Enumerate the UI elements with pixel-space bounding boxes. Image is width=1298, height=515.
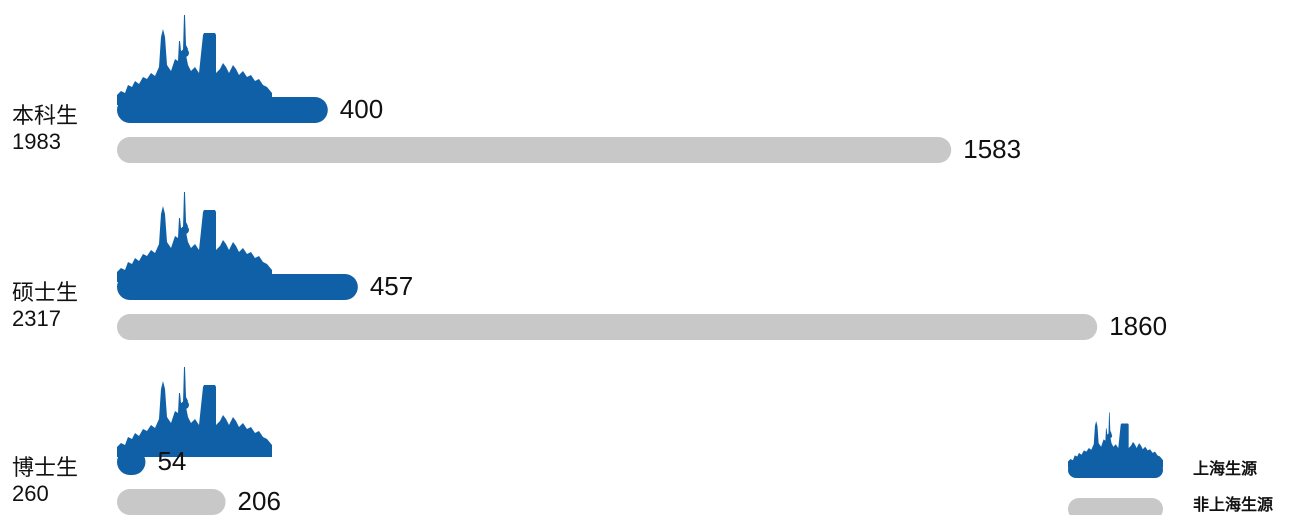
bar [117, 449, 145, 475]
bar [117, 97, 328, 123]
category-label: 本科生 [12, 103, 78, 128]
skyline [117, 367, 272, 457]
legend-icon [1068, 412, 1163, 467]
legend-label: 上海生源 [1193, 459, 1257, 478]
bar [117, 137, 951, 163]
chart: 上海生源非上海生源 本科生1983 400 1583 硕士生2317 457 1860 博士… [0, 0, 1298, 515]
skyline [117, 15, 272, 105]
legend-swatch [1068, 462, 1163, 478]
value-label: 54 [157, 446, 186, 476]
category-total: 1983 [12, 129, 61, 154]
value-label: 1860 [1109, 311, 1167, 341]
bar [117, 274, 358, 300]
bar [117, 489, 226, 515]
skyline [117, 192, 272, 282]
value-label: 206 [238, 486, 281, 515]
value-label: 457 [370, 271, 413, 301]
category-total: 260 [12, 481, 49, 506]
legend-swatch [1068, 498, 1163, 515]
legend-label: 非上海生源 [1193, 495, 1273, 514]
category-label: 博士生 [12, 455, 78, 480]
value-label: 1583 [963, 134, 1021, 164]
category-label: 硕士生 [12, 280, 78, 305]
bar [117, 314, 1097, 340]
value-label: 400 [340, 94, 383, 124]
category-total: 2317 [12, 306, 61, 331]
